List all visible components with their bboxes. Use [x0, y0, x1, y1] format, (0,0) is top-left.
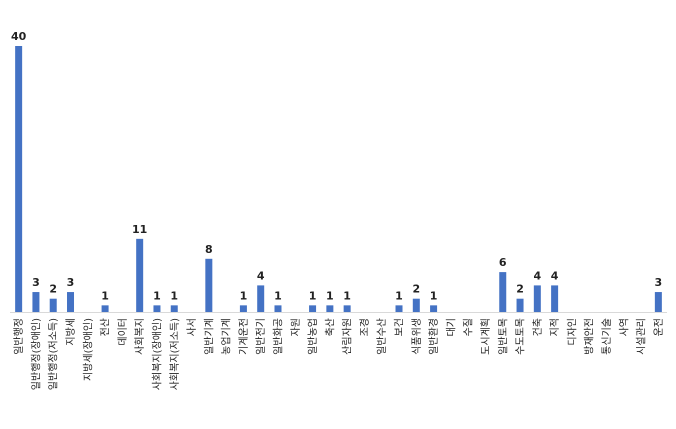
- bar: [67, 292, 75, 312]
- bar: [430, 305, 438, 312]
- x-tick-label: 사역: [618, 318, 630, 336]
- x-tick-label: 일반화공: [272, 318, 284, 355]
- data-label: 1: [170, 289, 178, 302]
- bar: [153, 305, 161, 312]
- data-label: 1: [101, 289, 109, 302]
- data-label: 4: [257, 269, 265, 282]
- data-label: 4: [551, 269, 559, 282]
- x-tick-label: 사회복지(장애인): [151, 318, 163, 390]
- bar: [257, 285, 265, 312]
- x-tick-label: 일반농업: [306, 318, 319, 355]
- x-tick-label: 수도토목: [515, 318, 527, 355]
- bar-group: [15, 46, 662, 312]
- data-label: 1: [430, 289, 438, 302]
- data-label: 3: [655, 276, 663, 289]
- data-label: 1: [153, 289, 161, 302]
- x-tick-label: 사서: [186, 318, 198, 336]
- data-label: 1: [240, 289, 248, 302]
- bar: [654, 292, 662, 312]
- bar: [205, 258, 213, 312]
- x-tick-label: 전산: [100, 318, 112, 336]
- x-tick-label: 수질: [463, 318, 475, 336]
- bar: [516, 298, 524, 312]
- x-tick-label: 데이터: [117, 318, 129, 346]
- x-tick-label: 보건: [394, 318, 406, 336]
- bar: [499, 272, 507, 312]
- bar: [533, 285, 541, 312]
- x-tick-label: 자원: [290, 318, 302, 336]
- data-label: 4: [534, 269, 542, 282]
- data-label: 1: [343, 289, 351, 302]
- bar: [239, 305, 247, 312]
- x-tick-label: 일반수산: [376, 318, 388, 355]
- data-label: 8: [205, 243, 213, 256]
- data-label: 11: [132, 223, 147, 236]
- bar: [343, 305, 351, 312]
- x-tick-label: 지적: [549, 318, 561, 336]
- x-tick-label: 축산: [324, 318, 336, 336]
- data-label: 6: [499, 256, 507, 269]
- data-label: 1: [395, 289, 403, 302]
- data-label: 3: [32, 276, 40, 289]
- x-tick-label: 대기: [445, 318, 457, 336]
- bar: [274, 305, 282, 312]
- x-tick-label: 일반행정(저소득): [48, 318, 60, 390]
- x-tick-label: 조경: [358, 318, 371, 336]
- data-label: 1: [326, 289, 334, 302]
- x-tick-label: 일반행정: [13, 318, 25, 355]
- x-tick-label: 식품위생: [410, 318, 423, 355]
- bar: [395, 305, 403, 312]
- x-tick-label: 도시계획: [480, 318, 492, 355]
- bar: [15, 46, 23, 312]
- bar: [309, 305, 317, 312]
- x-tick-label: 디자인: [566, 318, 578, 346]
- bar: [32, 292, 40, 312]
- x-tick-label: 지방세(장애인): [82, 318, 94, 381]
- x-tick-label: 산림자원: [342, 318, 354, 355]
- data-label: 2: [49, 283, 57, 296]
- x-tick-label: 사회복지(저소득): [169, 318, 181, 390]
- data-label: 40: [11, 30, 27, 43]
- bar: [136, 238, 144, 312]
- data-label: 1: [274, 289, 282, 302]
- tick-label-group: 일반행정 일반행정(장애인) 일반행정(저소득) 지방세 지방세(장애인) 전산 데이터 사회…: [13, 318, 665, 390]
- data-label: 3: [67, 276, 75, 289]
- bar: [551, 285, 559, 312]
- x-tick-label: 사회복지: [134, 318, 146, 355]
- bar: [412, 298, 420, 312]
- bar: [170, 305, 178, 312]
- x-tick-label: 건축: [532, 318, 544, 336]
- data-label: 2: [412, 283, 420, 296]
- bar: [326, 305, 334, 312]
- x-tick-label: 지방세: [65, 318, 77, 346]
- bar: [49, 298, 57, 312]
- data-label: 2: [516, 283, 524, 296]
- x-tick-label: 일반환경: [427, 318, 440, 355]
- x-tick-label: 시설관리: [636, 318, 648, 355]
- bar: [101, 305, 109, 312]
- x-tick-label: 방재안전: [584, 318, 596, 355]
- x-tick-label: 통신기술: [601, 318, 613, 355]
- x-tick-label: 일반행정(장애인): [30, 318, 42, 390]
- x-tick-label: 농업기계: [220, 318, 233, 355]
- x-tick-label: 일반토목: [497, 318, 509, 355]
- x-tick-label: 기계운전: [238, 318, 250, 355]
- x-tick-label: 일반기계: [203, 318, 215, 355]
- x-tick-label: 운전: [653, 318, 665, 336]
- x-tick-label: 일반전기: [255, 318, 267, 355]
- data-label: 1: [309, 289, 317, 302]
